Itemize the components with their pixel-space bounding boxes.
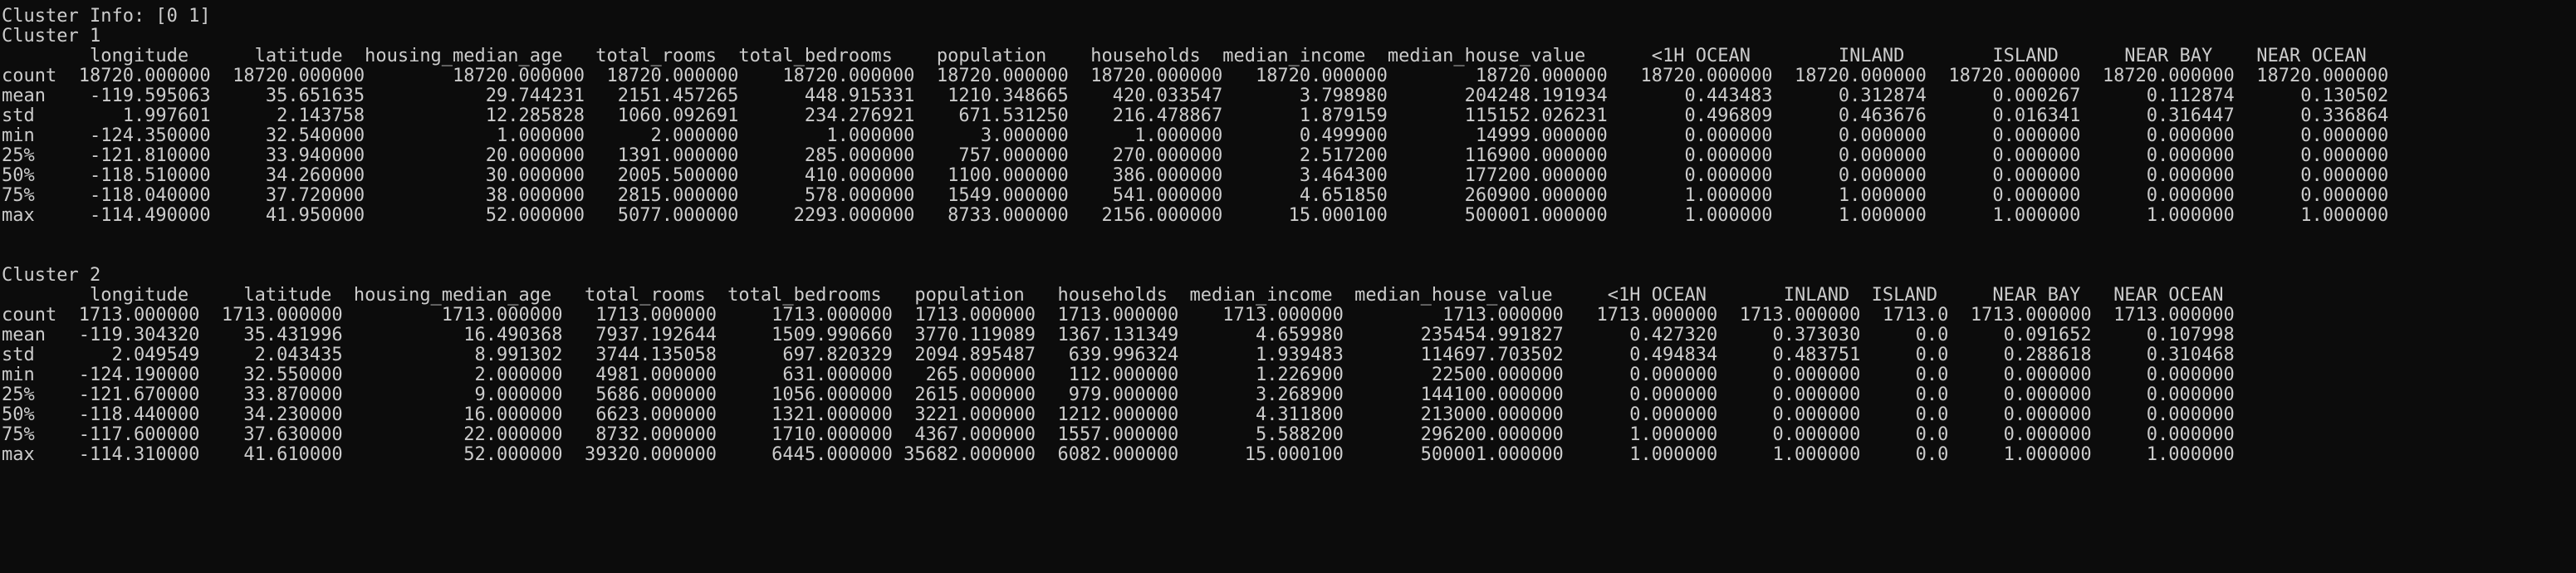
cluster-2-row-25: 25% -121.670000 33.870000 9.000000 5686.… [2,384,2235,405]
cluster-info-line: Cluster Info: [0 1] [2,6,211,27]
cluster-2-row-max: max -114.310000 41.610000 52.000000 3932… [2,444,2235,465]
cluster-1-row-std: std 1.997601 2.143758 12.285828 1060.092… [2,105,2389,126]
cluster-1-row-count: count 18720.000000 18720.000000 18720.00… [2,66,2389,86]
cluster-2-title: Cluster 2 [2,265,101,286]
cluster-2-row-count: count 1713.000000 1713.000000 1713.00000… [2,305,2235,326]
cluster-1-row-25: 25% -121.810000 33.940000 20.000000 1391… [2,145,2389,166]
cluster-1-row-75: 75% -118.040000 37.720000 38.000000 2815… [2,185,2389,206]
cluster-1-title: Cluster 1 [2,26,101,47]
cluster-1-row-max: max -114.490000 41.950000 52.000000 5077… [2,205,2389,226]
cluster-2-row-75: 75% -117.600000 37.630000 22.000000 8732… [2,424,2235,445]
cluster-1-row-50: 50% -118.510000 34.260000 30.000000 2005… [2,165,2389,186]
cluster-1-row-mean: mean -119.595063 35.651635 29.744231 215… [2,86,2389,106]
cluster-2-header-row: longitude latitude housing_median_age to… [2,285,2224,306]
cluster-1-header-row: longitude latitude housing_median_age to… [2,46,2367,66]
cluster-2-row-mean: mean -119.304320 35.431996 16.490368 793… [2,325,2235,345]
cluster-2-row-std: std 2.049549 2.043435 8.991302 3744.1350… [2,345,2235,365]
blank-line [2,226,2576,246]
cluster-2-row-min: min -124.190000 32.550000 2.000000 4981.… [2,365,2235,385]
cluster-1-row-min: min -124.350000 32.540000 1.000000 2.000… [2,125,2389,146]
blank-line [2,246,2576,266]
cluster-2-row-50: 50% -118.440000 34.230000 16.000000 6623… [2,404,2235,425]
